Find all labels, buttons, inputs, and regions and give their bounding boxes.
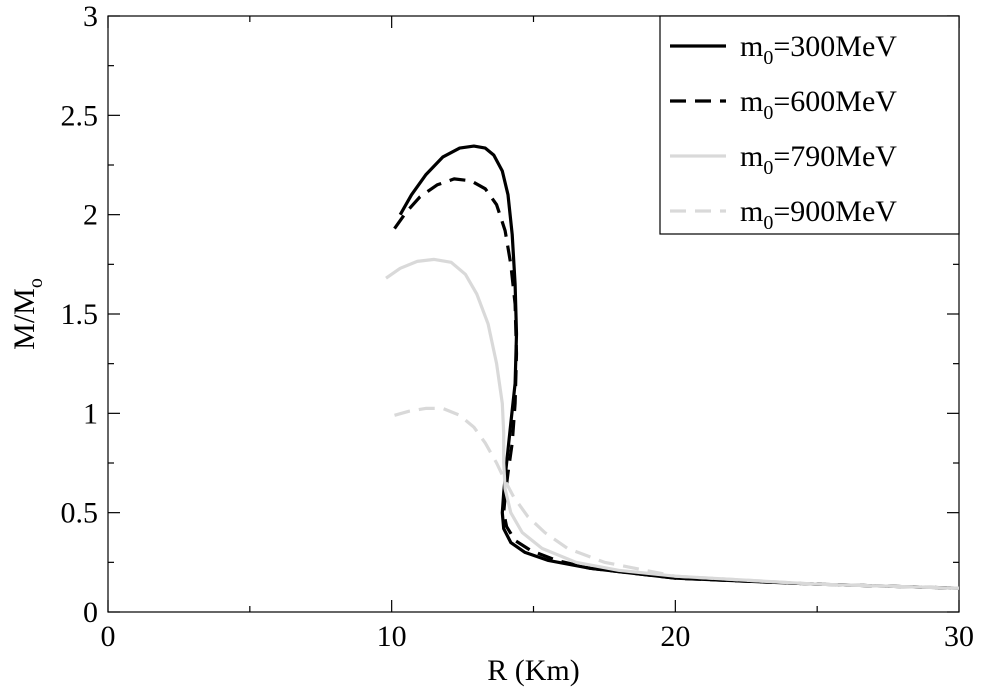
series-line-4 bbox=[394, 406, 960, 590]
legend-label: m0=300MeV bbox=[740, 30, 897, 69]
series-lines bbox=[385, 144, 960, 590]
x-tick-label: 20 bbox=[660, 620, 690, 653]
series-line-2 bbox=[393, 177, 960, 590]
legend-label: m0=900MeV bbox=[740, 195, 897, 234]
x-tick-label: 0 bbox=[101, 620, 116, 653]
y-axis-title-sub: o bbox=[25, 278, 47, 288]
y-tick-label: 2.5 bbox=[61, 99, 99, 132]
x-tick-label: 10 bbox=[377, 620, 407, 653]
axis-tick-labels: 0 10 20 30 0 0.5 1 1.5 2 2.5 3 bbox=[61, 0, 975, 653]
y-tick-label: 1.5 bbox=[61, 298, 99, 331]
y-tick-label: 2 bbox=[83, 199, 98, 232]
x-tick-label: 30 bbox=[944, 620, 974, 653]
legend-label: m0=790MeV bbox=[740, 140, 897, 179]
legend: m0=300MeV m0=600MeV m0=790MeV m0=900MeV bbox=[659, 15, 960, 235]
y-tick-label: 3 bbox=[83, 0, 98, 33]
series-line-3 bbox=[385, 257, 960, 590]
y-tick-label: 0 bbox=[83, 596, 98, 629]
legend-box bbox=[659, 15, 960, 235]
y-axis-title: M/Mo bbox=[8, 278, 47, 350]
x-axis-title: R (Km) bbox=[487, 654, 580, 687]
y-tick-label: 0.5 bbox=[61, 497, 99, 530]
legend-label: m0=600MeV bbox=[740, 85, 897, 124]
y-axis-title-main: M/M bbox=[8, 288, 41, 350]
y-tick-label: 1 bbox=[83, 397, 98, 430]
